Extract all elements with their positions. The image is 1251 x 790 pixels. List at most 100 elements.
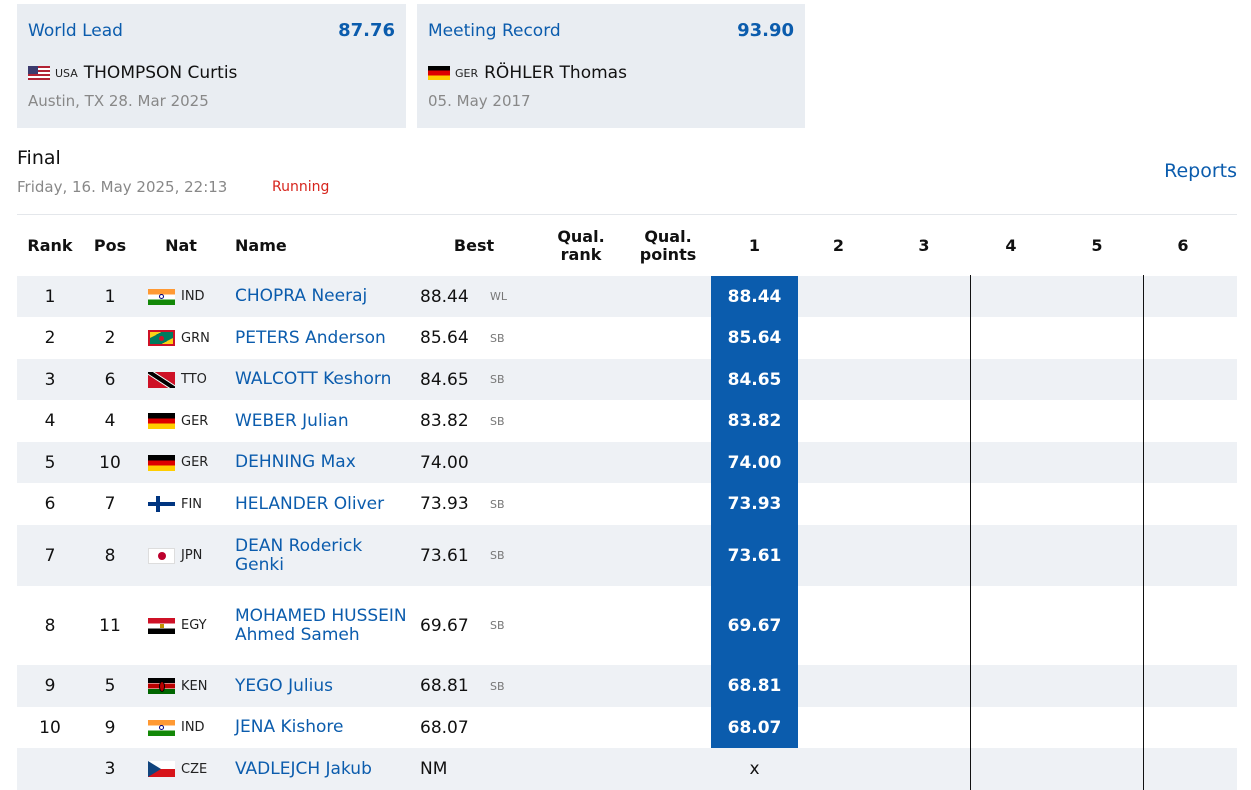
athlete-link[interactable]: MOHAMED HUSSEIN Ahmed Sameh <box>235 605 407 645</box>
best-cell: NM <box>420 759 448 779</box>
pos-cell: 8 <box>104 545 116 566</box>
card-value: 87.76 <box>338 20 395 41</box>
attempt-1-cell: 69.67 <box>711 586 798 665</box>
germany-flag-icon <box>428 66 450 80</box>
rank-cell <box>17 748 83 790</box>
header-pos[interactable]: Pos <box>93 235 127 255</box>
results-table: Rank Pos Nat Name Best Qual. rank Qual. … <box>17 214 1237 790</box>
event-date: Friday, 16. May 2025, 22:13 <box>17 178 228 196</box>
best-cell: 83.82 <box>420 411 469 431</box>
header-best[interactable]: Best <box>453 235 495 255</box>
rank-cell: 4 <box>44 411 56 431</box>
name-cell: WEBER Julian <box>235 400 407 442</box>
best-cell: 68.07 <box>420 717 469 738</box>
athlete-link[interactable]: DEAN Roderick Genki <box>235 535 363 575</box>
fin-flag-icon <box>148 496 175 512</box>
attempt-1-cell: 73.93 <box>711 483 798 525</box>
table-row: 5 10 GER DEHNING Max 74.00 74.00 <box>17 442 1237 483</box>
pos-cell: 1 <box>104 286 116 307</box>
header-attempt-3: 3 <box>918 235 930 255</box>
nat-cell: IND <box>148 707 228 748</box>
athlete-link[interactable]: YEGO Julius <box>235 675 333 696</box>
nat-cell: GRN <box>148 317 228 359</box>
name-cell: DEAN Roderick Genki <box>235 525 407 586</box>
nat-cell: IND <box>148 276 228 317</box>
header-attempt-4: 4 <box>1005 235 1017 255</box>
athlete-link[interactable]: DEHNING Max <box>235 452 356 472</box>
athlete-link[interactable]: WALCOTT Keshorn <box>235 369 392 389</box>
country-code: USA <box>55 66 78 80</box>
pos-cell: 2 <box>104 328 116 348</box>
athlete-link[interactable]: JENA Kishore <box>235 717 344 737</box>
table-row: 10 9 IND JENA Kishore 68.07 68.07 <box>17 707 1237 748</box>
mark-tag: SB <box>490 525 530 586</box>
name-cell: YEGO Julius <box>235 665 407 707</box>
best-tag: WL <box>490 290 508 303</box>
mark-tag <box>490 707 530 748</box>
best-tag: SB <box>490 619 505 632</box>
rank-cell: 8 <box>44 615 56 636</box>
meeting-record-card: Meeting Record 93.90 GER RÖHLER Thomas 0… <box>417 4 805 128</box>
athlete-link[interactable]: HELANDER Oliver <box>235 493 385 514</box>
world-lead-card: World Lead 87.76 USA THOMPSON Curtis Aus… <box>17 4 406 128</box>
card-meta: Austin, TX 28. Mar 2025 <box>28 92 209 110</box>
mark-tag: WL <box>490 276 530 317</box>
name-cell: JENA Kishore <box>235 707 407 748</box>
column-divider <box>1143 275 1144 790</box>
best-tag: SB <box>490 549 505 562</box>
table-row: 6 7 FIN HELANDER Oliver 73.93 SB 73.93 <box>17 483 1237 525</box>
reports-link[interactable]: Reports <box>1164 160 1237 182</box>
pos-cell: 11 <box>99 615 121 636</box>
card-value: 93.90 <box>737 20 794 41</box>
usa-flag-icon <box>28 66 50 80</box>
header-name[interactable]: Name <box>235 235 287 255</box>
nat-cell: TTO <box>148 359 228 400</box>
athlete-link[interactable]: PETERS Anderson <box>235 327 386 348</box>
mark-tag: SB <box>490 317 530 359</box>
best-cell: 84.65 <box>420 369 469 390</box>
card-athlete: GER RÖHLER Thomas <box>428 63 627 83</box>
attempt-1-cell: 68.81 <box>711 665 798 707</box>
best-tag: SB <box>490 331 505 345</box>
attempt-1-cell: 88.44 <box>711 276 798 317</box>
country-code: KEN <box>181 678 208 694</box>
nat-cell: JPN <box>148 525 228 586</box>
mark-tag <box>490 748 530 790</box>
header-attempt-6: 6 <box>1177 235 1189 255</box>
attempt-1-cell: x <box>749 759 760 779</box>
status-badge: Running <box>272 179 330 195</box>
name-cell: VADLEJCH Jakub <box>235 748 407 790</box>
pos-cell: 10 <box>99 452 121 473</box>
name-cell: DEHNING Max <box>235 442 407 483</box>
name-cell: CHOPRA Neeraj <box>235 276 407 317</box>
column-divider <box>970 275 971 790</box>
nat-cell: FIN <box>148 483 228 525</box>
attempt-1-cell: 84.65 <box>711 359 798 400</box>
nat-cell: GER <box>148 442 228 483</box>
best-tag: SB <box>490 679 505 693</box>
jpn-flag-icon <box>148 547 175 564</box>
attempt-1-cell: 85.64 <box>711 317 798 359</box>
athlete-link[interactable]: WEBER Julian <box>235 410 349 431</box>
name-cell: PETERS Anderson <box>235 317 407 359</box>
name-cell: HELANDER Oliver <box>235 483 407 525</box>
header-nat[interactable]: Nat <box>165 235 197 255</box>
name-cell: MOHAMED HUSSEIN Ahmed Sameh <box>235 586 407 665</box>
event-title: Final <box>17 147 61 169</box>
athlete-link[interactable]: CHOPRA Neeraj <box>235 286 368 306</box>
athlete-name: RÖHLER Thomas <box>484 63 627 83</box>
table-row: 3 CZE VADLEJCH Jakub NM x <box>17 748 1237 790</box>
pos-cell: 4 <box>104 411 116 431</box>
header-qual-points[interactable]: Qual. points <box>639 226 697 264</box>
best-cell: 69.67 <box>420 615 469 636</box>
rank-cell: 9 <box>44 676 56 696</box>
header-qual-rank[interactable]: Qual. rank <box>557 226 605 264</box>
header-rank[interactable]: Rank <box>27 235 73 255</box>
country-code: EGY <box>181 618 207 633</box>
rank-cell: 3 <box>44 369 56 390</box>
country-code: FIN <box>181 496 203 512</box>
mark-tag <box>490 442 530 483</box>
card-meta: 05. May 2017 <box>428 92 531 110</box>
athlete-link[interactable]: VADLEJCH Jakub <box>235 758 372 779</box>
ind-flag-icon <box>148 288 175 305</box>
